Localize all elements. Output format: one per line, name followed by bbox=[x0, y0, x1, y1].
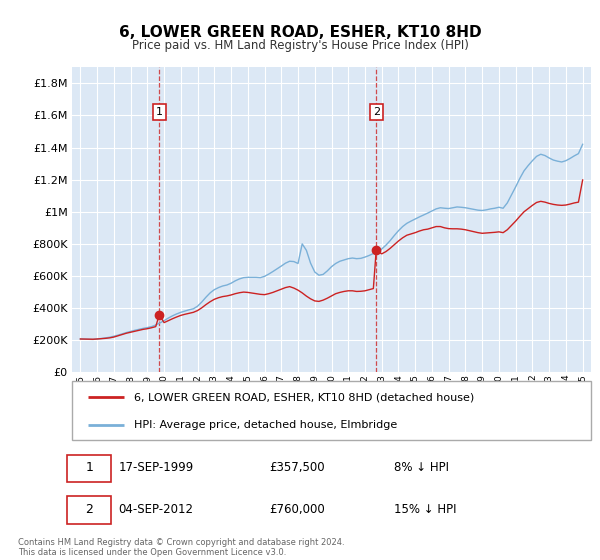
Text: 2: 2 bbox=[85, 503, 93, 516]
Text: 2: 2 bbox=[373, 107, 380, 117]
Text: HPI: Average price, detached house, Elmbridge: HPI: Average price, detached house, Elmb… bbox=[134, 420, 398, 430]
Text: 17-SEP-1999: 17-SEP-1999 bbox=[119, 461, 194, 474]
Text: 8% ↓ HPI: 8% ↓ HPI bbox=[394, 461, 449, 474]
Text: 1: 1 bbox=[156, 107, 163, 117]
FancyBboxPatch shape bbox=[67, 455, 111, 483]
Text: Contains HM Land Registry data © Crown copyright and database right 2024.
This d: Contains HM Land Registry data © Crown c… bbox=[18, 538, 344, 557]
FancyBboxPatch shape bbox=[72, 381, 591, 440]
Text: 6, LOWER GREEN ROAD, ESHER, KT10 8HD (detached house): 6, LOWER GREEN ROAD, ESHER, KT10 8HD (de… bbox=[134, 392, 475, 402]
FancyBboxPatch shape bbox=[67, 496, 111, 524]
Text: 15% ↓ HPI: 15% ↓ HPI bbox=[394, 503, 456, 516]
Text: Price paid vs. HM Land Registry's House Price Index (HPI): Price paid vs. HM Land Registry's House … bbox=[131, 39, 469, 52]
Text: £357,500: £357,500 bbox=[269, 461, 325, 474]
Text: 6, LOWER GREEN ROAD, ESHER, KT10 8HD: 6, LOWER GREEN ROAD, ESHER, KT10 8HD bbox=[119, 25, 481, 40]
Text: £760,000: £760,000 bbox=[269, 503, 325, 516]
Text: 04-SEP-2012: 04-SEP-2012 bbox=[119, 503, 194, 516]
Text: 1: 1 bbox=[85, 461, 93, 474]
